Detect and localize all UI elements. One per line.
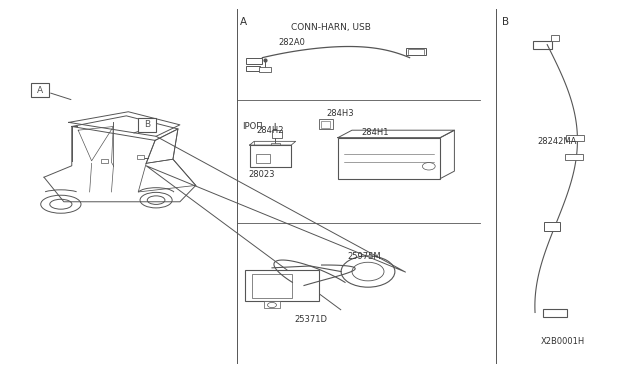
Bar xyxy=(566,135,584,141)
Bar xyxy=(565,154,583,160)
Text: 25371D: 25371D xyxy=(294,315,328,324)
Bar xyxy=(245,270,319,301)
Text: X2B0001H: X2B0001H xyxy=(541,337,585,346)
Bar xyxy=(271,143,280,148)
Text: IPOΠ: IPOΠ xyxy=(242,122,262,131)
Bar xyxy=(31,83,49,97)
Text: A: A xyxy=(240,17,247,27)
Bar xyxy=(137,155,144,159)
Text: 282A0: 282A0 xyxy=(278,38,305,47)
Text: CONN-HARN, USB: CONN-HARN, USB xyxy=(291,23,371,32)
Bar xyxy=(138,118,156,132)
Text: 28242MA: 28242MA xyxy=(538,137,577,146)
Bar xyxy=(272,130,282,138)
Bar xyxy=(259,67,271,72)
Bar xyxy=(252,274,292,298)
Bar xyxy=(543,309,567,317)
Bar xyxy=(338,138,440,179)
Text: 284H1: 284H1 xyxy=(362,128,389,137)
Bar xyxy=(319,119,333,129)
Text: B: B xyxy=(144,120,150,129)
Text: 284H2: 284H2 xyxy=(256,126,284,135)
Bar xyxy=(250,145,291,167)
Bar xyxy=(551,35,559,41)
Bar xyxy=(264,301,280,308)
Bar xyxy=(533,41,552,49)
Bar xyxy=(246,58,262,64)
Bar xyxy=(100,159,108,163)
Bar xyxy=(545,222,561,231)
Text: B: B xyxy=(502,17,509,27)
Bar xyxy=(321,121,330,128)
Text: 25975M: 25975M xyxy=(348,252,381,261)
Bar xyxy=(406,48,426,55)
Text: 284H3: 284H3 xyxy=(326,109,354,118)
Text: A: A xyxy=(36,86,43,94)
Bar xyxy=(256,154,270,163)
Text: 28023: 28023 xyxy=(248,170,275,179)
Bar xyxy=(246,66,260,71)
